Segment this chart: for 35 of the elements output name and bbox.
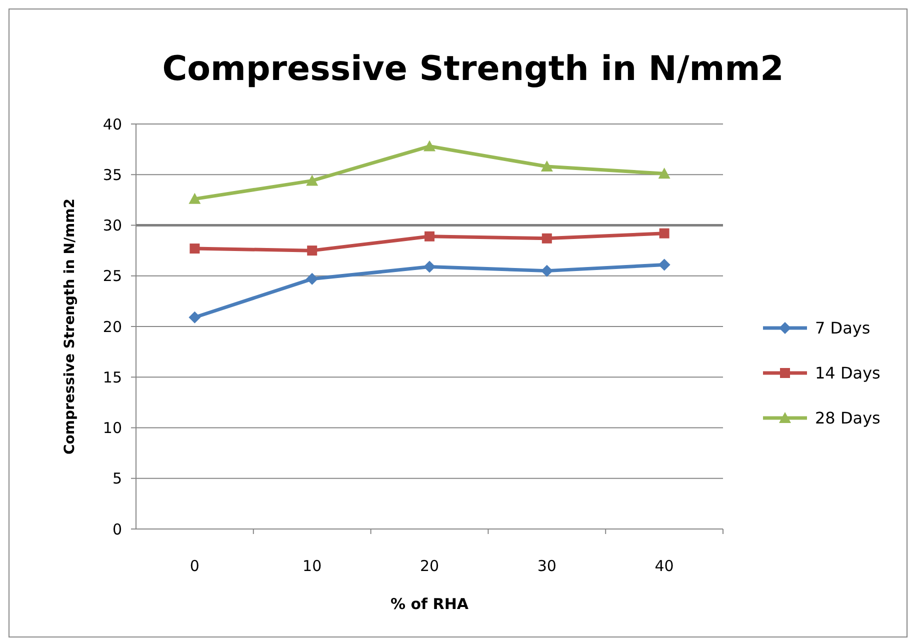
y-tick-label: 10	[102, 419, 122, 437]
legend-label: 14 Days	[815, 364, 880, 383]
point	[306, 174, 318, 186]
point	[307, 246, 318, 256]
legend-label: 28 Days	[815, 408, 880, 428]
x-tick-label: 20	[420, 557, 440, 575]
x-tick-label: 40	[654, 557, 674, 575]
point	[424, 260, 436, 273]
point	[658, 168, 670, 179]
y-tick-label: 15	[102, 368, 122, 386]
y-tick-label: 30	[102, 216, 122, 234]
legend-label: 7 Days	[815, 318, 870, 338]
point	[190, 244, 200, 254]
point	[542, 233, 552, 244]
point	[188, 311, 201, 324]
y-tick-label: 5	[112, 470, 122, 488]
point	[188, 192, 201, 204]
x-tick-label: 0	[190, 557, 200, 575]
point	[540, 264, 553, 277]
y-tick-label: 20	[102, 318, 122, 336]
x-tick-label: 10	[302, 557, 322, 575]
point	[658, 258, 670, 271]
point	[306, 272, 318, 285]
x-tick-label: 30	[537, 557, 556, 575]
y-tick-label: 35	[102, 166, 122, 184]
point	[424, 140, 436, 152]
y-tick-label: 25	[102, 267, 122, 286]
point	[659, 228, 670, 238]
point	[540, 160, 553, 172]
y-tick-label: 40	[102, 115, 122, 134]
chart-title: Compressive Strength in N/mm2	[162, 49, 784, 89]
y-axis-title: Compressive Strength in N/mm2	[62, 198, 78, 454]
x-axis-title: % of RHA	[390, 595, 469, 613]
y-tick-label: 0	[112, 520, 122, 538]
point	[424, 231, 434, 242]
